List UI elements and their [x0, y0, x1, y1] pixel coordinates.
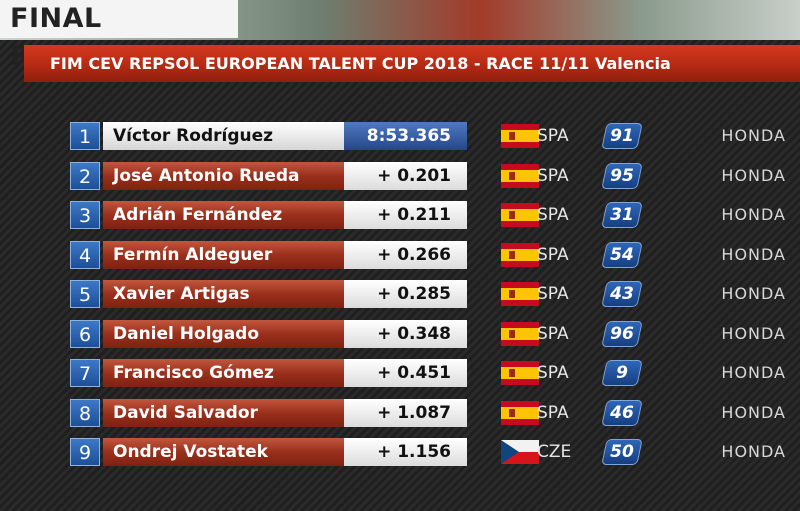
result-row: 6 Daniel Holgado + 0.348 SPA 96 HONDA: [0, 319, 800, 348]
country: CZE: [537, 442, 572, 462]
title: FINAL RESULTS: [0, 0, 238, 72]
rider-name: Fermín Aldeguer: [103, 240, 344, 269]
rider-name: Xavier Artigas: [103, 280, 344, 308]
rider-name: Víctor Rodríguez: [103, 122, 344, 150]
country: SPA: [537, 402, 569, 423]
rider-number: 91: [610, 126, 634, 146]
flag: [501, 440, 539, 464]
flag: [501, 321, 539, 346]
country: SPA: [537, 363, 569, 383]
flag: [501, 242, 539, 267]
rider-number: 43: [610, 284, 634, 304]
result-row: 4 Fermín Aldeguer + 0.266 SPA 54 HONDA: [0, 240, 800, 269]
result-row: 3 Adrián Fernández + 0.211 SPA 31 HONDA: [0, 201, 800, 229]
position: 1: [70, 122, 100, 150]
flag: [501, 124, 539, 148]
team: HONDA: [721, 126, 786, 145]
result-row: 1 Víctor Rodríguez 8:53.365 SPA 91 HONDA: [0, 122, 800, 150]
gap-time: + 0.285: [344, 280, 467, 308]
gap-time: + 1.087: [344, 398, 467, 427]
gap-time: + 0.348: [344, 319, 467, 348]
rider-name: Ondrej Vostatek: [103, 438, 344, 466]
team: HONDA: [721, 284, 786, 303]
gap-time: + 0.211: [344, 201, 467, 229]
team: HONDA: [721, 442, 786, 461]
position: 7: [70, 359, 100, 387]
flag: [501, 361, 539, 385]
result-row: 8 David Salvador + 1.087 SPA 46 HONDA: [0, 398, 800, 427]
subtitle: FIM CEV REPSOL EUROPEAN TALENT CUP 2018 …: [50, 54, 671, 73]
position: 6: [70, 319, 100, 348]
result-row: 7 Francisco Gómez + 0.451 SPA 9 HONDA: [0, 359, 800, 387]
result-row: 2 José Antonio Rueda + 0.201 SPA 95 HONDA: [0, 161, 800, 190]
gap-time: + 0.266: [344, 240, 467, 269]
subtitle-band: [24, 45, 800, 82]
team: HONDA: [721, 323, 786, 343]
rider-name: José Antonio Rueda: [103, 161, 344, 190]
team: HONDA: [721, 205, 786, 224]
gap-time: 8:53.365: [344, 122, 467, 150]
country: SPA: [537, 126, 569, 146]
country: SPA: [537, 244, 569, 265]
position: 4: [70, 240, 100, 269]
rider-number: 46: [610, 402, 634, 423]
rider-number: 96: [610, 323, 634, 344]
team: HONDA: [721, 244, 786, 264]
rider-name: Adrián Fernández: [103, 201, 344, 229]
flag: [501, 163, 539, 188]
rider-name: Francisco Gómez: [103, 359, 344, 387]
gap-time: + 0.201: [344, 161, 467, 190]
country: SPA: [537, 284, 569, 304]
position: 9: [70, 438, 100, 466]
team: HONDA: [721, 402, 786, 422]
gap-time: + 1.156: [344, 438, 467, 466]
rider-name: Daniel Holgado: [103, 319, 344, 348]
position: 5: [70, 280, 100, 308]
position: 8: [70, 398, 100, 427]
rider-name: David Salvador: [103, 398, 344, 427]
result-row: 5 Xavier Artigas + 0.285 SPA 43 HONDA: [0, 280, 800, 308]
rider-number: 31: [610, 205, 634, 225]
team: HONDA: [721, 363, 786, 382]
position: 2: [70, 161, 100, 190]
gap-time: + 0.451: [344, 359, 467, 387]
rider-number: 54: [610, 244, 634, 265]
country: SPA: [537, 323, 569, 344]
rider-number: 9: [616, 363, 628, 383]
result-row: 9 Ondrej Vostatek + 1.156 CZE 50 HONDA: [0, 438, 800, 466]
flag: [501, 282, 539, 306]
flag: [501, 400, 539, 425]
rider-number: 50: [610, 442, 634, 462]
rider-number: 95: [610, 165, 634, 186]
team: HONDA: [721, 165, 786, 185]
flag: [501, 203, 539, 227]
country: SPA: [537, 165, 569, 186]
country: SPA: [537, 205, 569, 225]
position: 3: [70, 201, 100, 229]
